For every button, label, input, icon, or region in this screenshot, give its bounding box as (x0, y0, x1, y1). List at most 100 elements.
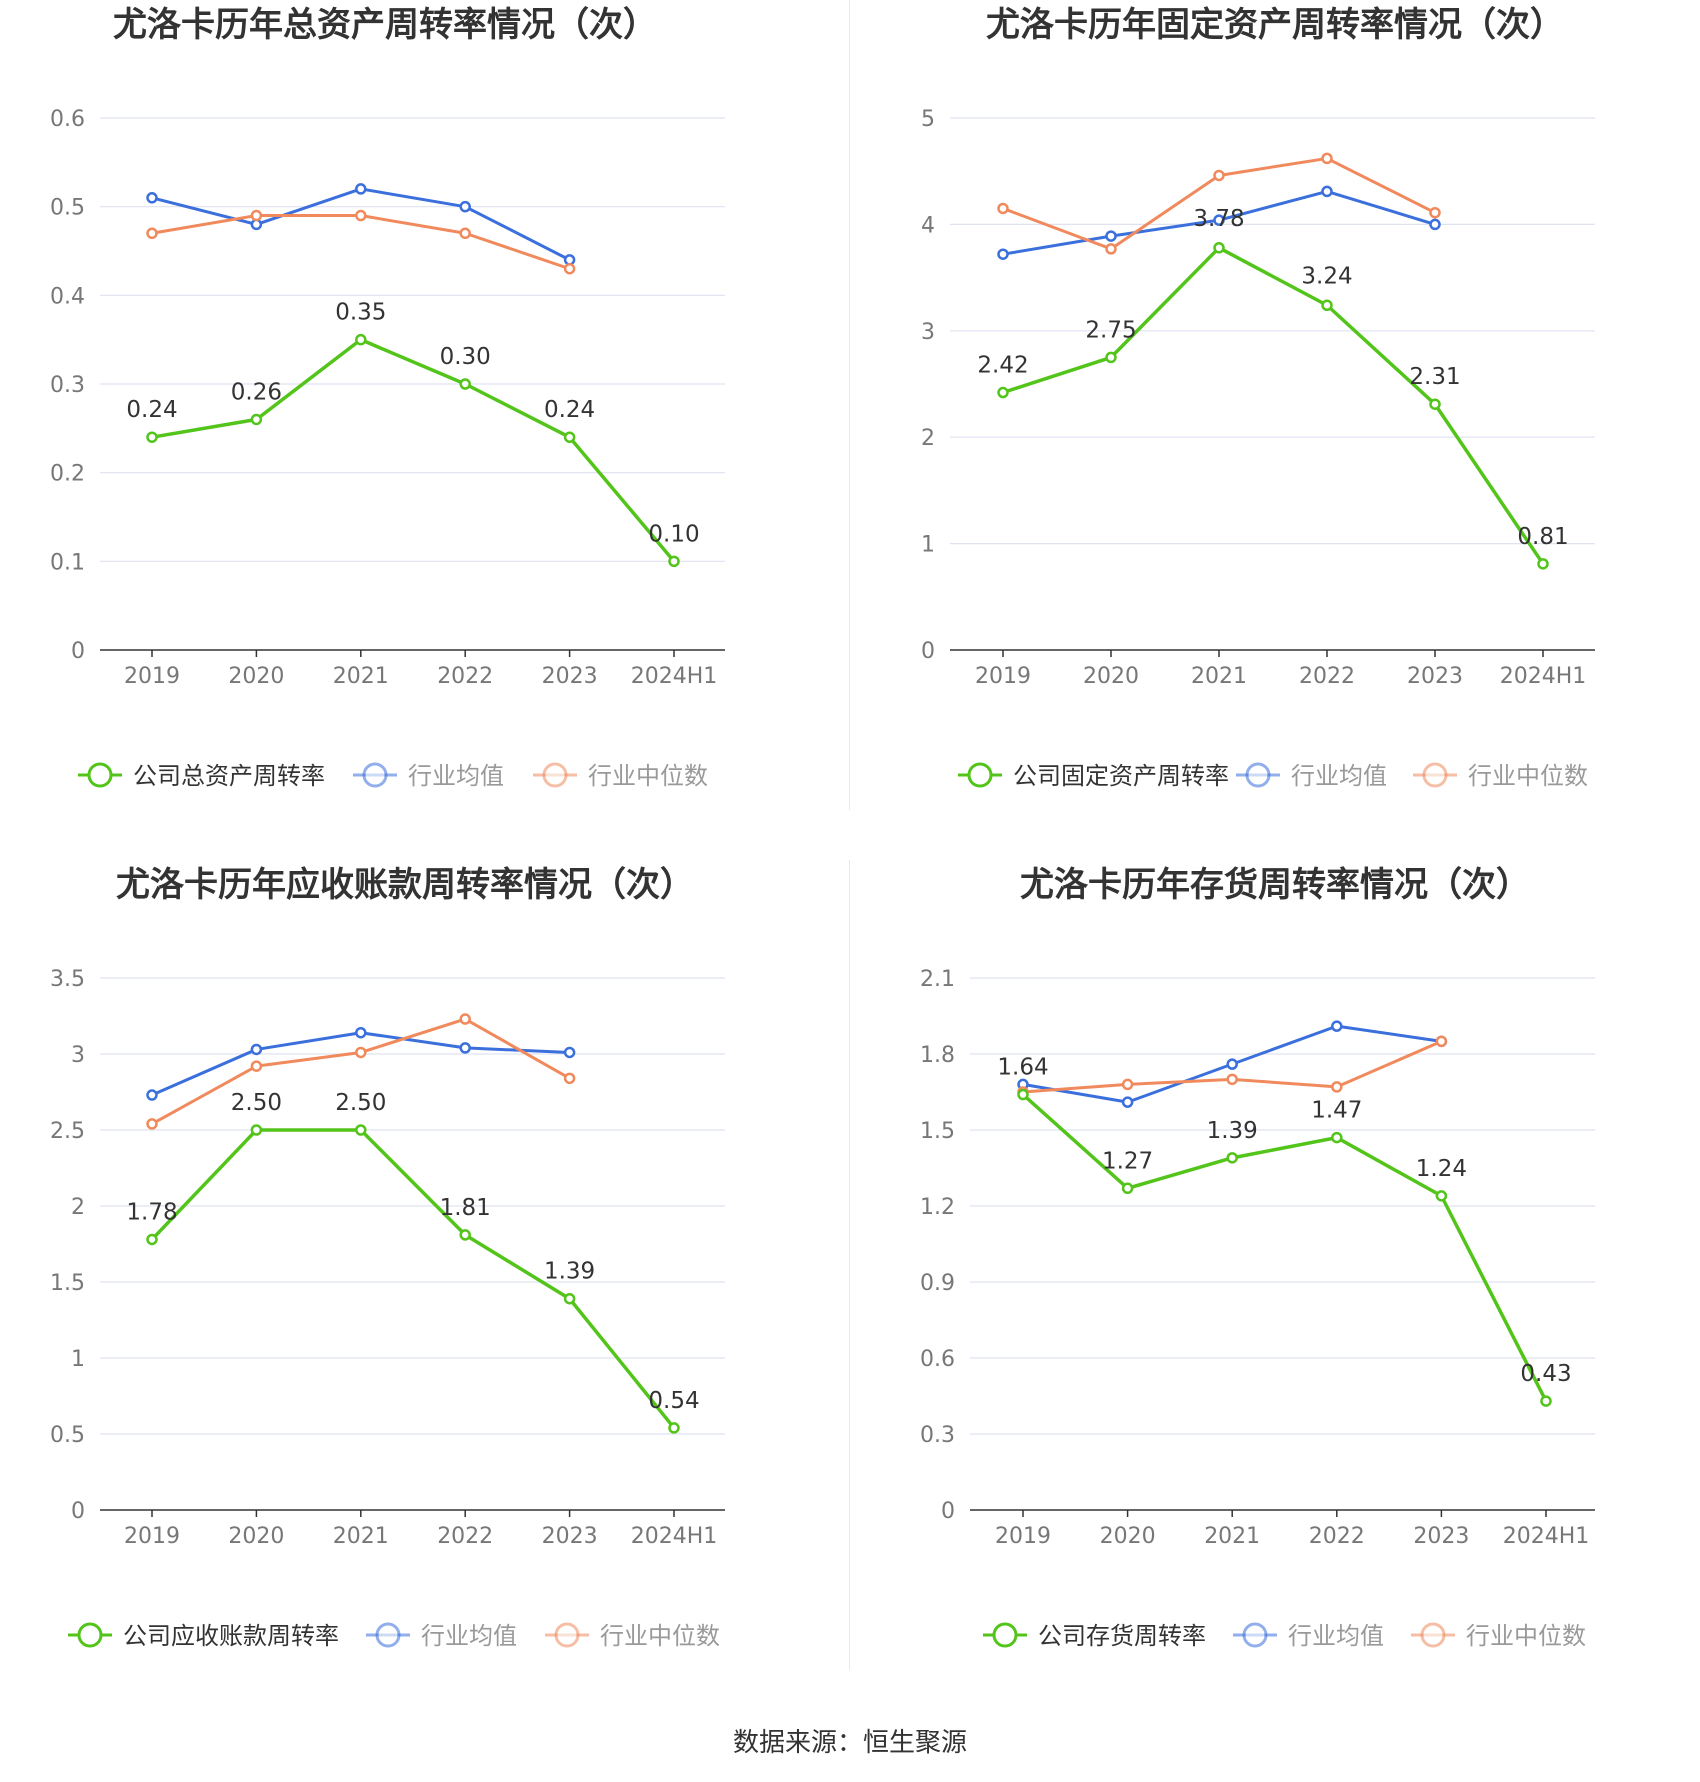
legend-item-median[interactable]: 行业中位数 (545, 1622, 720, 1650)
divider-top (849, 0, 850, 810)
chart-panel-receivables: 尤洛卡历年应收账款周转率情况（次） 0 0.5 1 1.5 2 2.5 3 3.5 2019 202… (0, 860, 850, 1720)
series-line-company (1002, 246, 1545, 565)
data-label: 0.35 (335, 300, 386, 326)
data-point-avg (459, 1042, 471, 1054)
y-tick-label: 1.8 (920, 1043, 955, 1068)
legend-marker (554, 1622, 580, 1648)
data-point-median (146, 227, 158, 240)
series-line-company (151, 337, 676, 563)
divider-bottom (849, 860, 850, 1670)
x-tick-label: 2020 (1083, 664, 1139, 689)
data-label: 1.24 (1416, 1156, 1467, 1182)
y-tick-label: 1.5 (50, 1271, 85, 1296)
legend-label: 行业均值 (421, 1622, 517, 1650)
data-point-company (1121, 1182, 1134, 1195)
legend-marker (542, 762, 568, 788)
legend-item-median[interactable]: 行业中位数 (1413, 762, 1588, 790)
legend-item-median[interactable]: 行业中位数 (533, 762, 708, 790)
x-tick-label: 2022 (437, 1524, 493, 1549)
y-tick-label: 0.5 (50, 1423, 85, 1448)
y-tick-label: 1.5 (920, 1119, 955, 1144)
y-tick-label: 3 (71, 1043, 85, 1068)
data-point-avg (1226, 1058, 1238, 1070)
legend-label: 行业中位数 (1468, 762, 1588, 790)
y-tick-label: 0.5 (50, 196, 85, 221)
data-label: 1.27 (1102, 1148, 1153, 1174)
data-point-median (997, 202, 1009, 215)
legend-item-company[interactable]: 公司总资产周转率 (78, 762, 325, 790)
y-tick-label: 2 (71, 1195, 85, 1220)
data-label: 2.50 (231, 1090, 282, 1116)
legend-label: 行业中位数 (588, 762, 708, 790)
x-tick-label: 2021 (333, 664, 389, 689)
legend-item-avg[interactable]: 行业均值 (1236, 762, 1387, 790)
y-tick-label: 4 (921, 213, 935, 238)
legend-item-avg[interactable]: 行业均值 (366, 1622, 517, 1650)
y-tick-label: 2.1 (920, 967, 955, 992)
legend-marker (362, 762, 388, 788)
chart-svg-0: 尤洛卡历年总资产周转率情况（次） 0 0.1 0.2 0.3 0.4 0.5 0.6 2019 2… (50, 5, 725, 790)
data-label: 2.75 (1085, 317, 1136, 343)
legend-item-avg[interactable]: 行业均值 (1233, 1622, 1384, 1650)
data-point-avg (1331, 1020, 1343, 1032)
data-point-median (459, 1013, 471, 1025)
data-label: 0.10 (648, 521, 699, 547)
x-tick-label: 2021 (1191, 664, 1247, 689)
data-point-median (459, 227, 471, 240)
data-point-company (563, 1292, 576, 1305)
y-tick-label: 1.2 (920, 1195, 955, 1220)
data-point-company (668, 555, 680, 568)
data-point-avg (997, 248, 1009, 260)
data-label: 0.24 (544, 397, 595, 423)
legend-item-company[interactable]: 公司存货周转率 (983, 1622, 1206, 1650)
chart-svg-1: 尤洛卡历年固定资产周转率情况（次） 0 1 2 3 4 5 2019 2020 2021 2022 2… (921, 5, 1595, 790)
data-point-median (146, 1118, 158, 1130)
data-point-company (1321, 299, 1333, 312)
legend-item-median[interactable]: 行业中位数 (1411, 1622, 1586, 1650)
data-point-company (459, 1229, 471, 1241)
data-point-avg (1213, 214, 1225, 226)
y-tick-label: 2.5 (50, 1119, 85, 1144)
data-label: 1.47 (1311, 1098, 1362, 1124)
data-point-median (355, 1046, 367, 1059)
x-tick-label: 2019 (124, 664, 180, 689)
data-point-company (1213, 242, 1225, 254)
data-label: 1.39 (544, 1259, 595, 1285)
data-point-company (146, 1233, 158, 1246)
legend-marker (375, 1622, 401, 1648)
legend-item-avg[interactable]: 行业均值 (353, 762, 504, 790)
data-point-avg (1105, 230, 1117, 242)
data-label: 0.26 (231, 379, 282, 405)
y-tick-label: 0 (71, 1499, 85, 1524)
chart-title: 尤洛卡历年固定资产周转率情况（次） (986, 5, 1564, 45)
data-label: 0.30 (440, 344, 491, 370)
data-point-avg (146, 192, 158, 204)
data-point-median (1213, 169, 1225, 182)
data-label: 0.24 (126, 397, 177, 423)
data-point-company (1017, 1088, 1029, 1101)
data-point-median (563, 1072, 576, 1085)
data-label: 0.43 (1520, 1361, 1571, 1387)
legend-item-company[interactable]: 公司固定资产周转率 (958, 762, 1229, 790)
legend-item-company[interactable]: 公司应收账款周转率 (68, 1622, 339, 1650)
x-tick-label: 2019 (124, 1524, 180, 1549)
data-point-company (997, 386, 1009, 399)
y-tick-label: 0.4 (50, 284, 85, 309)
data-point-median (1321, 152, 1333, 165)
data-point-avg (563, 1046, 576, 1059)
legend-marker (87, 762, 113, 788)
legend-marker (1245, 762, 1271, 788)
x-tick-label: 2022 (437, 664, 493, 689)
x-tick-label: 2024H1 (631, 1524, 718, 1549)
data-source-note: 数据来源：恒生聚源 (732, 1728, 967, 1758)
legend-label: 行业均值 (1288, 1622, 1384, 1650)
y-tick-label: 0.1 (50, 550, 85, 575)
data-label: 2.42 (977, 353, 1028, 379)
series-line-median (151, 214, 571, 271)
data-point-company (1226, 1152, 1238, 1164)
legend-label: 公司存货周转率 (1038, 1622, 1206, 1650)
y-tick-label: 0.3 (920, 1423, 955, 1448)
data-point-avg (250, 1043, 263, 1056)
data-point-avg (459, 200, 471, 213)
data-label: 1.39 (1207, 1118, 1258, 1144)
